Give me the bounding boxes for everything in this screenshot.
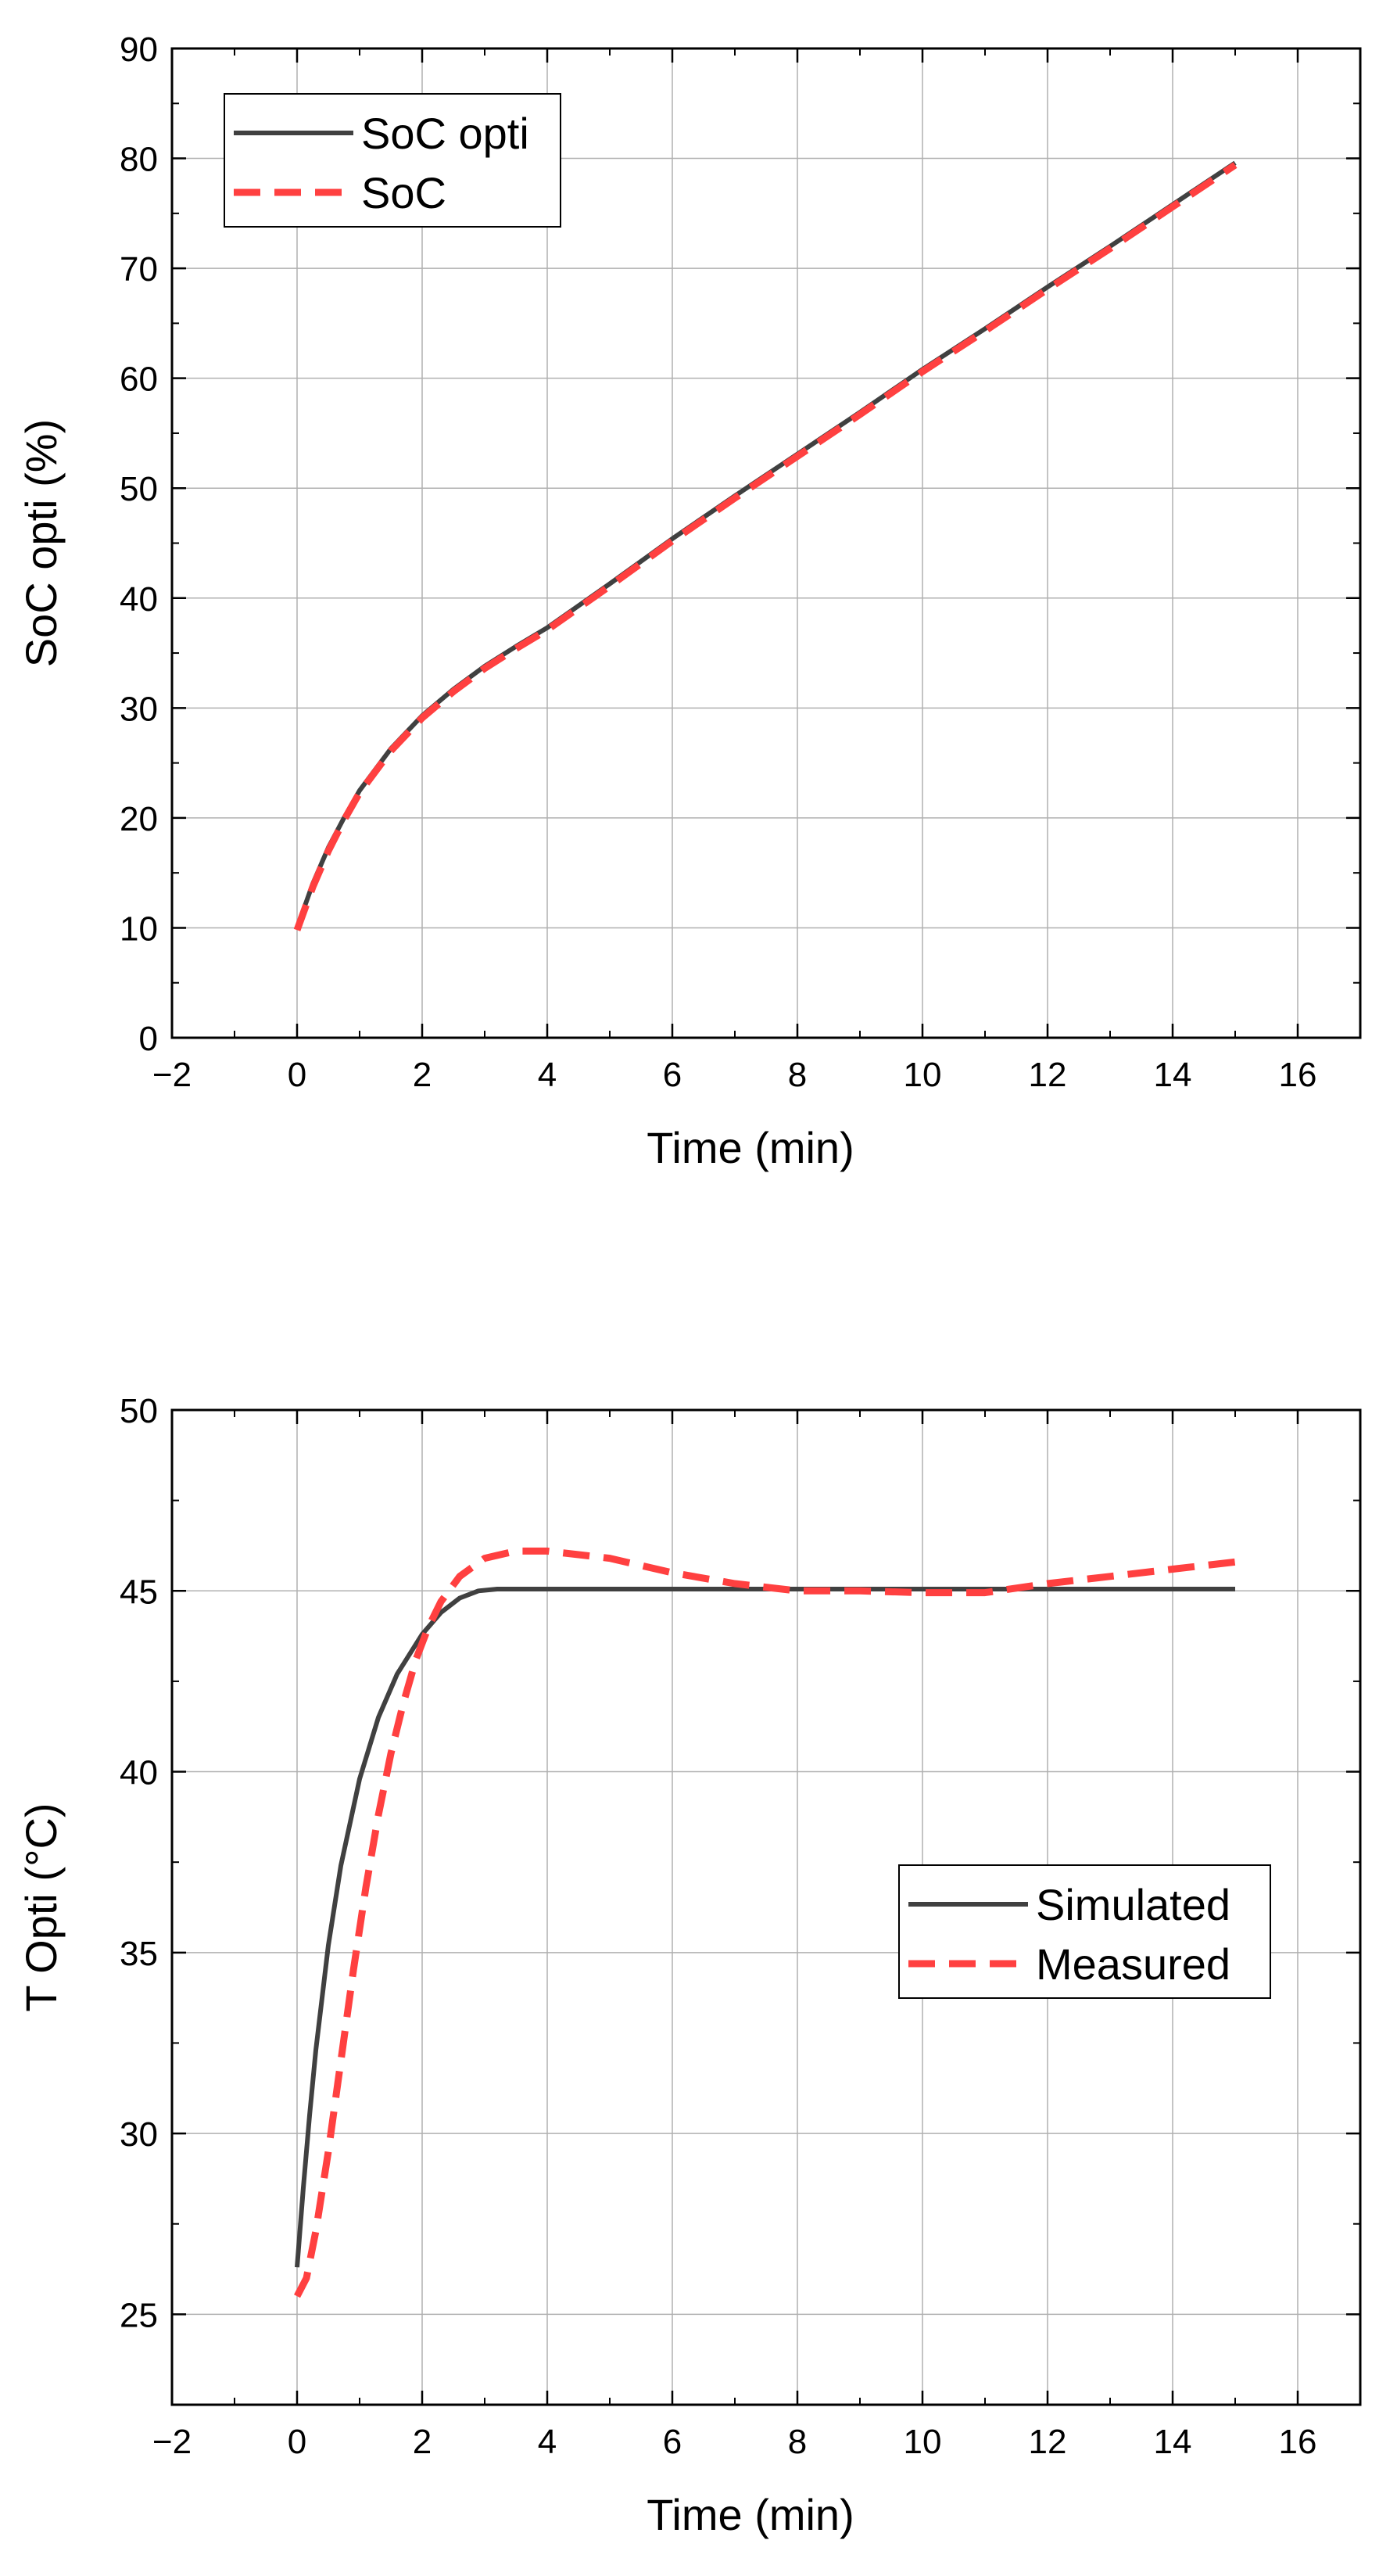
chart-1-legend-label: Measured bbox=[1036, 1939, 1230, 1989]
chart-0-y-tick-label: 70 bbox=[120, 250, 158, 289]
chart-1-y-tick-label: 30 bbox=[120, 2115, 158, 2154]
chart-0-x-tick-label: 8 bbox=[788, 1056, 807, 1094]
chart-1-plot-frame bbox=[170, 1408, 1362, 2406]
chart-1-x-tick-label: 8 bbox=[788, 2423, 807, 2461]
chart-0-y-tick-label: 60 bbox=[120, 361, 158, 399]
chart-1-x-tick-label: 12 bbox=[1029, 2423, 1067, 2461]
chart-1-x-tick-label: 6 bbox=[663, 2423, 682, 2461]
chart-0-y-tick-label: 20 bbox=[120, 800, 158, 838]
chart-1-legend-label: Simulated bbox=[1036, 1880, 1230, 1929]
chart-0-x-tick-label: 4 bbox=[538, 1056, 557, 1094]
chart-0-x-tick-label: 2 bbox=[413, 1056, 432, 1094]
chart-0-x-tick-label: 0 bbox=[288, 1056, 306, 1094]
chart-0-legend-label: SoC opti bbox=[361, 109, 529, 158]
chart-0-x-tick-label: 12 bbox=[1029, 1056, 1067, 1094]
chart-0-y-tick-label: 0 bbox=[139, 1020, 158, 1058]
chart-0-y-tick-label: 90 bbox=[120, 30, 158, 69]
chart-1-x-tick-label: 4 bbox=[538, 2423, 557, 2461]
chart-1-series-line-measured bbox=[294, 1547, 1236, 2298]
chart-0-x-tick-label: −2 bbox=[152, 1056, 192, 1094]
chart-1-x-tick-label: 16 bbox=[1279, 2423, 1317, 2461]
chart-0-x-tick-label: 10 bbox=[904, 1056, 942, 1094]
chart-1-x-tick-label: 0 bbox=[288, 2423, 306, 2461]
chart-0-y-tick-label: 40 bbox=[120, 580, 158, 619]
chart-0-y-axis-label: SoC opti (%) bbox=[16, 419, 66, 667]
chart-1-y-tick-label: 50 bbox=[120, 1392, 158, 1430]
chart-1-legend-box bbox=[898, 1864, 1271, 1999]
chart-1-y-tick-label: 35 bbox=[120, 1935, 158, 1973]
chart-1-x-axis-label: Time (min) bbox=[647, 2490, 854, 2539]
chart-1-x-tick-label: −2 bbox=[152, 2423, 192, 2461]
chart-0-x-tick-label: 16 bbox=[1279, 1056, 1317, 1094]
chart-0-legend-box bbox=[224, 93, 561, 228]
chart-1-y-axis-label: T Opti (°C) bbox=[16, 1803, 66, 2011]
chart-0-x-tick-label: 6 bbox=[663, 1056, 682, 1094]
chart-1-x-tick-label: 14 bbox=[1154, 2423, 1192, 2461]
chart-1-x-tick-label: 10 bbox=[904, 2423, 942, 2461]
chart-1-y-tick-label: 45 bbox=[120, 1573, 158, 1611]
chart-0-series-line-soc bbox=[293, 162, 1238, 931]
chart-1-y-tick-label: 25 bbox=[120, 2296, 158, 2334]
chart-0-y-tick-label: 50 bbox=[120, 470, 158, 508]
chart-1-x-tick-label: 2 bbox=[413, 2423, 432, 2461]
chart-0-x-tick-label: 14 bbox=[1154, 1056, 1192, 1094]
chart-1-y-tick-label: 40 bbox=[120, 1754, 158, 1792]
chart-0-y-tick-label: 10 bbox=[120, 909, 158, 948]
chart-0-plot-frame bbox=[170, 47, 1362, 1039]
chart-0-legend-label: SoC bbox=[361, 168, 446, 217]
temperature-chart: −2 0 2 4 6 8 10 12 14 16 25 30 35 40 45 50 Time (min) T O… bbox=[16, 1392, 1362, 2539]
chart-0-series-line-soc-opti bbox=[295, 160, 1237, 929]
chart-0-y-tick-label: 80 bbox=[120, 141, 158, 179]
chart-0-x-axis-label: Time (min) bbox=[647, 1123, 854, 1172]
chart-0-y-tick-label: 30 bbox=[120, 690, 158, 728]
